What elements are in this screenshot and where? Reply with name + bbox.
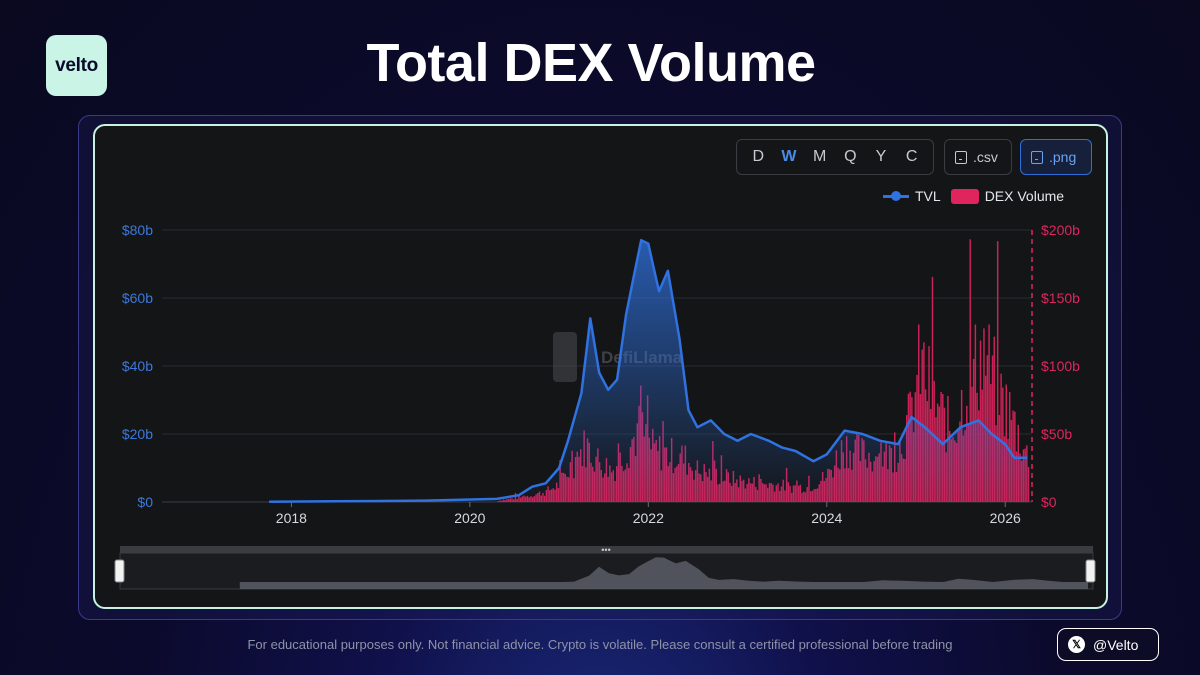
y-left-tick-label: $40b xyxy=(122,358,153,374)
legend-item-volume[interactable]: DEX Volume xyxy=(950,188,1065,204)
volume-bar xyxy=(918,324,920,502)
tvl-area xyxy=(269,240,1028,502)
y-right-tick-label: $100b xyxy=(1041,358,1080,374)
period-button-d[interactable]: D xyxy=(752,148,765,165)
period-button-w[interactable]: W xyxy=(781,148,797,165)
y-left-tick-label: $20b xyxy=(122,426,153,442)
y-right-tick-label: $0 xyxy=(1041,494,1057,510)
volume-bar xyxy=(969,239,971,502)
x-handle-badge[interactable]: 𝕏 @Velto xyxy=(1057,628,1159,661)
volume-bar xyxy=(923,342,925,502)
chart-card: $0 $20b $40b $60b $80b $0 $50b $100b $150b $200b 2… xyxy=(93,124,1108,609)
volume-bar xyxy=(1008,391,1011,502)
x-tick-label: 2022 xyxy=(633,510,664,526)
volume-bar xyxy=(991,355,994,502)
x-tick-label: 2018 xyxy=(276,510,307,526)
range-slider-bar[interactable] xyxy=(120,546,1093,553)
period-button-c[interactable]: C xyxy=(905,148,918,165)
x-tick-label: 2024 xyxy=(811,510,842,526)
y-right-tick-label: $50b xyxy=(1041,426,1072,442)
chart-legend: TVL DEX Volume xyxy=(883,188,1064,204)
volume-bar xyxy=(1005,384,1007,502)
legend-item-tvl[interactable]: TVL xyxy=(883,188,941,204)
legend-tvl-label: TVL xyxy=(915,188,941,204)
y-left-tick-label: $0 xyxy=(137,494,153,510)
volume-bar xyxy=(993,336,995,502)
x-tick-label: 2020 xyxy=(454,510,485,526)
dex-volume-chart: $0 $20b $40b $60b $80b $0 $50b $100b $150b $200b 2… xyxy=(114,222,1096,590)
y-left-tick-label: $60b xyxy=(122,290,153,306)
y-right-tick-label: $200b xyxy=(1041,222,1080,238)
volume-bar xyxy=(931,276,934,502)
volume-bar xyxy=(974,324,977,502)
y-right-tick-label: $150b xyxy=(1041,290,1080,306)
volume-bar xyxy=(1027,466,1030,502)
legend-volume-label: DEX Volume xyxy=(984,188,1065,204)
volume-bar xyxy=(988,324,990,502)
volume-bar xyxy=(928,346,930,502)
x-handle-text: @Velto xyxy=(1093,636,1139,653)
volume-bar xyxy=(1000,373,1002,502)
velto-logo: velto xyxy=(46,35,107,96)
tvl-legend-marker xyxy=(883,190,909,201)
range-slider-grip: ••• xyxy=(601,545,610,555)
watermark-logo xyxy=(553,332,577,382)
period-button-y[interactable]: Y xyxy=(875,148,887,165)
range-handle-right[interactable] xyxy=(1085,559,1096,583)
period-button-m[interactable]: M xyxy=(812,148,827,165)
y-left-tick-label: $80b xyxy=(122,222,153,238)
volume-bar xyxy=(983,328,985,502)
download-csv-button[interactable]: .csv xyxy=(944,139,1012,175)
x-logo-icon: 𝕏 xyxy=(1068,636,1085,653)
volume-bar xyxy=(996,241,999,502)
download-png-label: .png xyxy=(1049,149,1077,165)
tvl-line xyxy=(269,238,1028,503)
page-title: Total DEX Volume xyxy=(366,33,816,93)
range-handle-left[interactable] xyxy=(114,559,125,583)
x-tick-label: 2026 xyxy=(990,510,1021,526)
download-csv-label: .csv xyxy=(973,149,998,165)
download-png-button[interactable]: .png xyxy=(1020,139,1092,175)
download-icon xyxy=(955,150,967,164)
disclaimer-text: For educational purposes only. Not finan… xyxy=(247,637,953,652)
download-icon xyxy=(1031,150,1043,164)
volume-legend-marker xyxy=(950,188,979,204)
range-slider-preview xyxy=(239,557,1089,589)
period-button-q[interactable]: Q xyxy=(844,148,857,165)
